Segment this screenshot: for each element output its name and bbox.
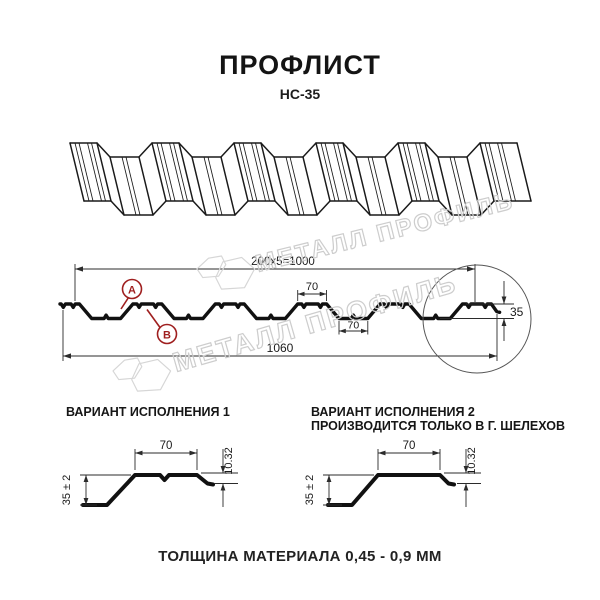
marker-b-label: В xyxy=(163,330,171,342)
marker-a-label: А xyxy=(128,285,136,297)
watermark-logo-2 xyxy=(112,357,172,392)
variant-2-drawing: 70 35 ± 2 10.32 xyxy=(304,440,481,507)
page-title: ПРОФЛИСТ xyxy=(219,50,381,80)
variant-2-dim-lip: 10.32 xyxy=(466,447,478,475)
marker-b-leader xyxy=(146,309,161,328)
product-code: НС-35 xyxy=(279,86,321,102)
variant-2-dim-height: 35 ± 2 xyxy=(304,475,316,506)
dim-label-valley: 70 xyxy=(348,320,360,332)
marker-a-leader xyxy=(120,297,130,310)
variant-2-title: ВАРИАНТ ИСПОЛНЕНИЯ 2 ПРОИЗВОДИТСЯ ТОЛЬКО… xyxy=(311,405,565,433)
watermark-logo-1 xyxy=(196,255,256,290)
dim-label-crest: 70 xyxy=(306,281,318,293)
cross-section-profile xyxy=(58,302,502,321)
variant-1-dim-height: 35 ± 2 xyxy=(61,475,73,506)
material-thickness-note: ТОЛЩИНА МАТЕРИАЛА 0,45 - 0,9 ММ xyxy=(158,548,442,565)
dim-label-top: 200x5=1000 xyxy=(251,256,315,268)
dim-label-overall: 1060 xyxy=(267,341,294,355)
dim-label-height: 35 xyxy=(510,305,524,319)
cross-section-view: 200x5=1000 1060 70 70 35 xyxy=(58,256,532,374)
variant-2-note: ПРОИЗВОДИТСЯ ТОЛЬКО В Г. ШЕЛЕХОВ xyxy=(311,419,566,433)
variant-1-dim-lip: 10.32 xyxy=(223,447,235,475)
variant-2-dim-width: 70 xyxy=(403,440,416,452)
sheet-3d-view xyxy=(69,142,532,216)
dim-line-height xyxy=(440,281,514,341)
marker-b-circle xyxy=(156,323,178,345)
variant-1-drawing: 70 35 ± 2 10.32 xyxy=(61,440,238,507)
variant-2-title-line1: ВАРИАНТ ИСПОЛНЕНИЯ 2 xyxy=(311,405,475,419)
variant-1-profile xyxy=(81,473,215,507)
dim-line-top xyxy=(74,264,476,302)
marker-a-circle xyxy=(121,278,143,300)
variant-2-profile xyxy=(326,473,456,507)
variant-1-dim-width: 70 xyxy=(160,440,173,452)
variant-1-title: ВАРИАНТ ИСПОЛНЕНИЯ 1 xyxy=(66,405,230,419)
dim-line-overall xyxy=(62,310,498,361)
detail-circle xyxy=(422,264,532,374)
